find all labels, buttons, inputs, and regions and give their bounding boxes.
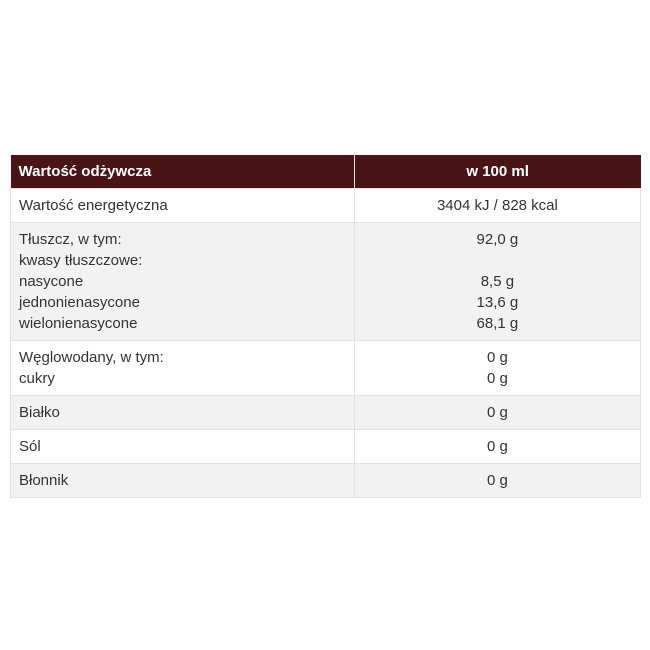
table-row: Tłuszcz, w tym: kwasy tłuszczowe: nasycone… <box>10 222 642 341</box>
nutrient-name: Błonnik <box>19 472 69 489</box>
nutrient-value: 0 g <box>486 472 508 489</box>
nutrient-value: 0 g <box>486 438 508 455</box>
value-cell: 92,0 g 8,5 g 13,6 g 68,1 g <box>353 222 642 341</box>
value-cell: 0 g <box>353 463 642 498</box>
header-per-100ml: w 100 ml <box>354 155 641 189</box>
nutrient-name: Tłuszcz, w tym: <box>19 231 122 248</box>
nutrient-value: 92,0 g <box>476 231 519 248</box>
header-nutrient: Wartość odżywcza <box>10 155 355 189</box>
nutrient-value: 68,1 g <box>476 315 519 332</box>
nutrient-name: jednonienasycone <box>19 294 140 311</box>
nutrient-value: 0 g <box>486 370 508 387</box>
nutrient-name: Węglowodany, w tym: <box>19 349 164 366</box>
nutrient-name: Białko <box>19 404 60 421</box>
nutrient-name: nasycone <box>19 273 84 290</box>
nutrient-cell: Sól <box>10 429 355 464</box>
nutrient-name: cukry <box>19 370 55 387</box>
value-cell: 3404 kJ / 828 kcal <box>353 188 642 223</box>
nutrient-cell: Tłuszcz, w tym: kwasy tłuszczowe: nasycone… <box>10 222 355 341</box>
nutrient-value: 13,6 g <box>476 294 519 311</box>
nutrient-value <box>363 250 632 271</box>
nutrient-cell: Wartość energetyczna <box>10 188 355 223</box>
nutrient-name: kwasy tłuszczowe: <box>19 252 143 269</box>
nutrition-table: Wartość odżywcza w 100 ml Wartość energe… <box>10 155 642 498</box>
nutrient-cell: Białko <box>10 395 355 430</box>
nutrient-name: wielonienasycone <box>19 315 138 332</box>
table-row: Błonnik 0 g <box>10 463 642 498</box>
nutrient-value: 3404 kJ / 828 kcal <box>436 197 558 214</box>
value-cell: 0 g <box>353 395 642 430</box>
nutrient-name: Wartość energetyczna <box>19 197 168 214</box>
table-header: Wartość odżywcza w 100 ml <box>10 155 641 189</box>
value-cell: 0 g <box>353 429 642 464</box>
nutrient-value: 8,5 g <box>480 273 515 290</box>
table-row: Białko 0 g <box>10 395 642 430</box>
nutrient-cell: Węglowodany, w tym: cukry <box>10 340 355 396</box>
nutrient-cell: Błonnik <box>10 463 355 498</box>
nutrient-value: 0 g <box>486 349 508 366</box>
table-row: Sól 0 g <box>10 429 642 464</box>
nutrient-value: 0 g <box>486 404 508 421</box>
table-row: Wartość energetyczna 3404 kJ / 828 kcal <box>10 188 642 223</box>
nutrient-name: Sól <box>19 438 41 455</box>
